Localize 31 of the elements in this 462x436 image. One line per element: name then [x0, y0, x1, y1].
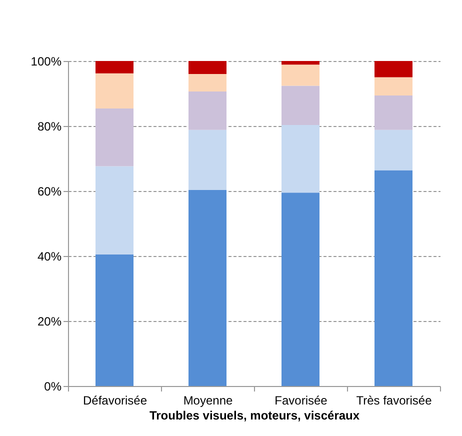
bar: [188, 61, 226, 74]
bar: [188, 190, 226, 386]
bar: [96, 61, 134, 74]
bar: [188, 92, 226, 130]
x-tick-label: Moyenne: [183, 394, 234, 408]
bar: [374, 170, 412, 386]
bar: [374, 61, 412, 78]
x-tick-label: Défavorisée: [82, 394, 148, 408]
y-tick-label: 20%: [37, 314, 62, 328]
y-tick-label: 40%: [37, 250, 62, 264]
bar: [282, 86, 320, 126]
bar: [96, 166, 134, 254]
bar: [282, 192, 320, 386]
y-tick-label: 60%: [37, 184, 62, 198]
x-axis-title: Troubles visuels, moteurs, viscéraux: [149, 408, 360, 422]
bar: [188, 130, 226, 190]
bar: [374, 130, 412, 170]
y-tick-label: 0%: [44, 380, 62, 394]
x-tick-label: Très favorisée: [356, 394, 432, 408]
bar: [374, 77, 412, 96]
bar: [282, 64, 320, 86]
bar: [188, 74, 226, 92]
bar: [96, 254, 134, 386]
x-tick-label: Favorisée: [274, 394, 328, 408]
bar: [96, 108, 134, 166]
bar: [282, 125, 320, 193]
y-tick-label: 100%: [30, 54, 62, 68]
bar: [374, 95, 412, 130]
bar: [282, 61, 320, 65]
bar: [96, 73, 134, 108]
y-tick-label: 80%: [37, 120, 62, 134]
